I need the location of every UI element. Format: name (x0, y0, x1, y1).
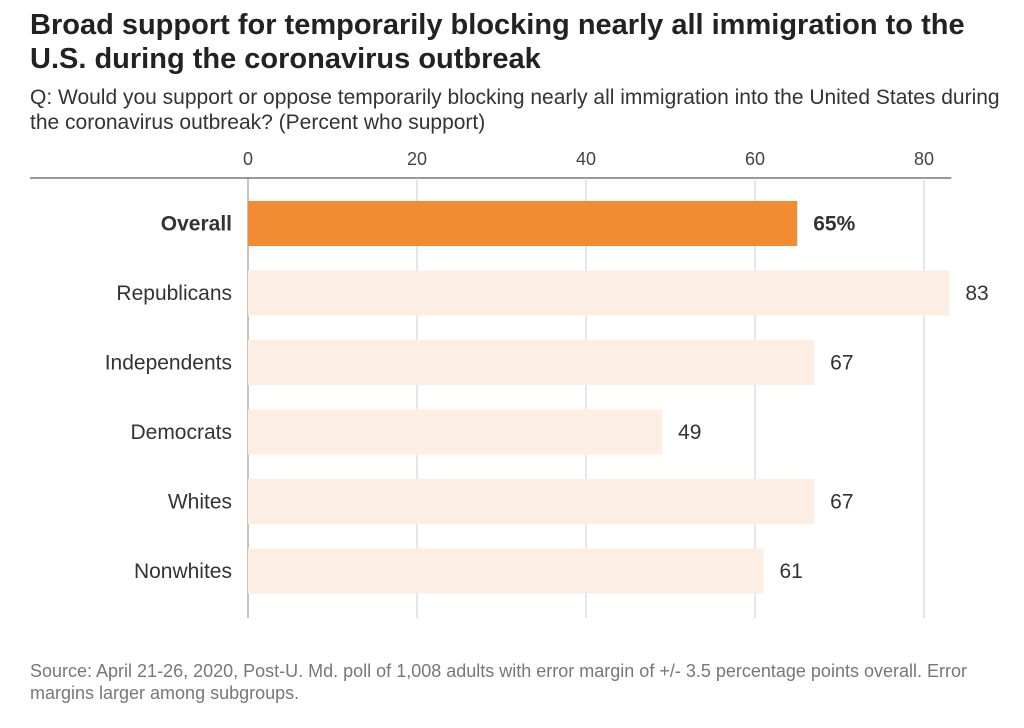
x-tick-label: 80 (914, 149, 934, 169)
category-label: Independents (105, 352, 232, 375)
bar (248, 479, 815, 524)
bar (248, 548, 764, 594)
bar (248, 201, 798, 246)
value-label: 83 (965, 282, 988, 305)
x-tick-label: 0 (243, 149, 253, 169)
value-label: 67 (830, 352, 853, 375)
bar-chart: 0 20 40 60 80 Overall 65% Republicans 83 Independ… (30, 149, 989, 618)
bar (248, 270, 950, 316)
chart-subtitle: Q: Would you support or oppose temporari… (30, 86, 1000, 134)
x-tick-label: 40 (576, 149, 596, 169)
value-label: 49 (678, 421, 701, 444)
value-label: 61 (779, 560, 802, 583)
x-tick-label: 60 (745, 149, 765, 169)
chart-title: Broad support for temporarily blocking n… (30, 9, 965, 75)
bar (248, 340, 815, 385)
category-label: Whites (168, 491, 232, 514)
category-label: Republicans (116, 282, 232, 305)
category-label: Nonwhites (134, 560, 232, 583)
bar (248, 409, 663, 455)
category-label: Overall (161, 213, 232, 236)
value-label: 65% (813, 213, 855, 236)
x-tick-label: 20 (407, 149, 427, 169)
category-label: Democrats (130, 421, 232, 444)
value-label: 67 (830, 491, 853, 514)
source-note: Source: April 21-26, 2020, Post-U. Md. p… (30, 661, 967, 703)
